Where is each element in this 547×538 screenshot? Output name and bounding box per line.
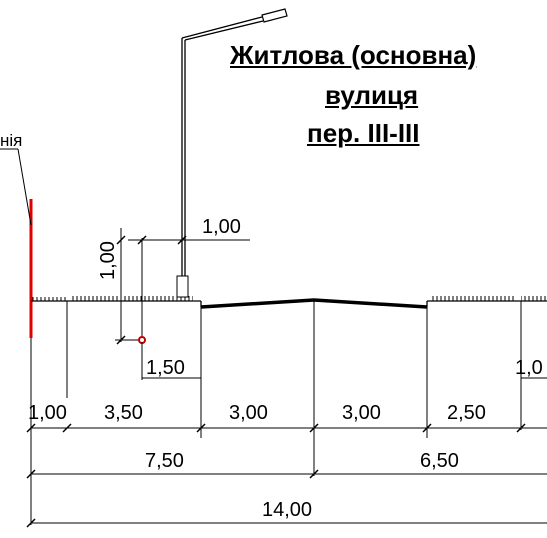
tick-row2-2 <box>309 469 319 479</box>
dim-row1-label-2: 3,50 <box>104 402 143 424</box>
lamp-offset-label: 1,00 <box>202 216 241 238</box>
sidewalk-hatch-left <box>71 296 193 301</box>
lawn-hatch-right <box>521 296 547 301</box>
drawing-title-line-3: пер. III-III <box>307 118 420 148</box>
tick-row1-2 <box>62 423 72 433</box>
tick-row1-4 <box>309 423 319 433</box>
tick-row1-3 <box>196 423 206 433</box>
tick-row2-1 <box>26 469 36 479</box>
side-label-fragment: нія <box>0 131 22 150</box>
dim-row1-label-5: 2,50 <box>447 402 486 424</box>
tick-row1-1 <box>26 423 36 433</box>
dim-row1-label-4: 3,00 <box>342 402 381 424</box>
post-offset-label: 1,50 <box>146 357 185 379</box>
right-edge-fragment-label: 1,0 <box>515 357 543 379</box>
lawn-hatch-left <box>31 297 67 301</box>
tick-row3-1 <box>26 518 36 528</box>
lamp-head <box>261 8 288 23</box>
tick-lamp-offset-left <box>137 235 147 245</box>
lamp-arm-2 <box>184 20 264 41</box>
lamp-height-label: 1,00 <box>97 241 119 280</box>
tick-lamp-height-top <box>116 235 126 245</box>
drawing-title-line-1: Житлова (основна) <box>230 40 477 70</box>
tick-row1-5 <box>422 423 432 433</box>
dim-row2-label-2: 6,50 <box>420 450 459 472</box>
dim-row2-label-1: 7,50 <box>145 450 184 472</box>
sidewalk-hatch-right <box>430 296 515 301</box>
dim-row1-label-1: 1,00 <box>28 402 67 424</box>
tick-lamp-offset-right <box>177 235 187 245</box>
tick-row1-6 <box>516 423 526 433</box>
lamp-arm <box>181 16 263 39</box>
tick-lamp-height-bottom <box>116 335 126 345</box>
dim-row3-label: 14,00 <box>262 499 312 521</box>
dim-row1-label-3: 3,00 <box>229 402 268 424</box>
lamp-base <box>176 275 189 298</box>
drawing-title-line-2: вулиця <box>325 80 419 110</box>
side-label-pointer <box>17 148 32 226</box>
